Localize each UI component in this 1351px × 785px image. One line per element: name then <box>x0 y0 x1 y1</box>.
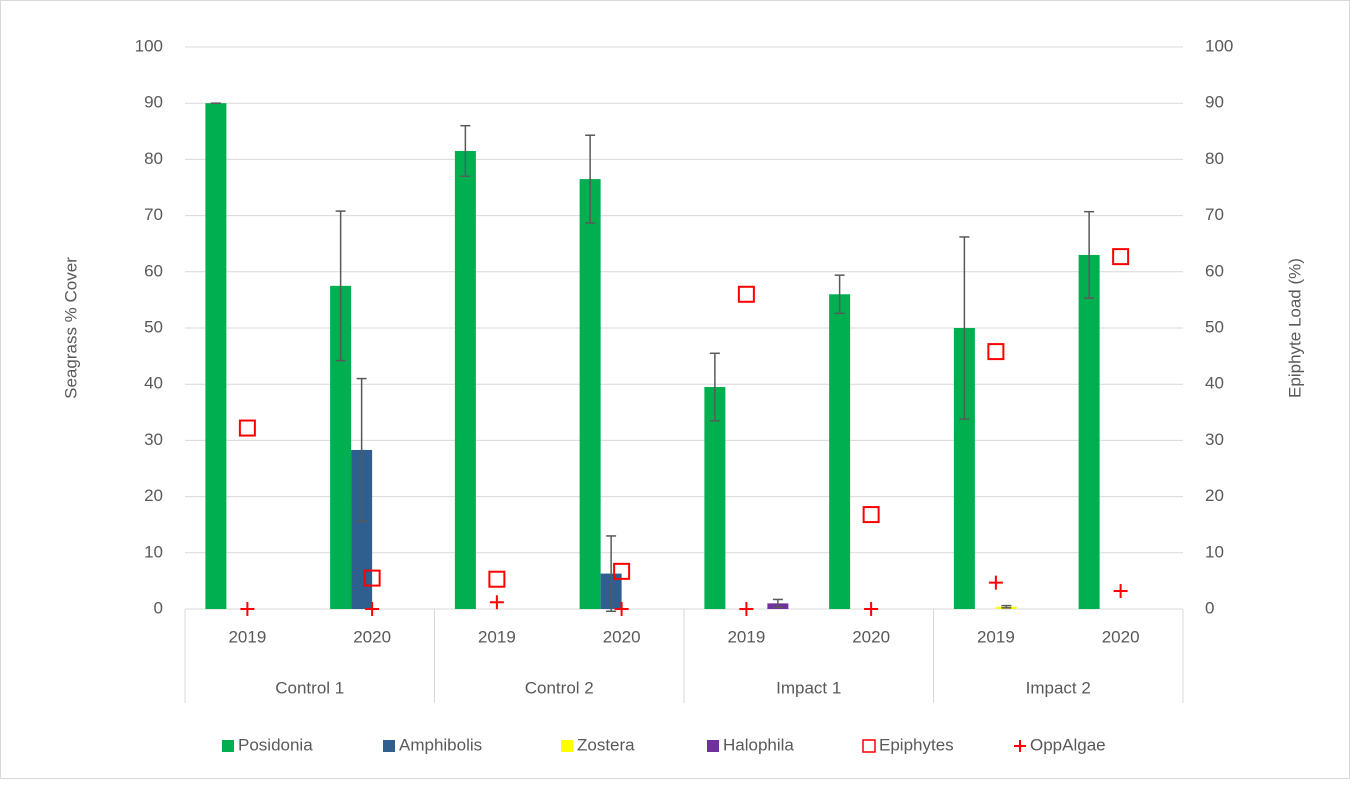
error-bar <box>709 352 720 422</box>
bar <box>330 285 352 609</box>
y2-tick-label: 10 <box>1205 542 1224 561</box>
group-label: Impact 2 <box>1026 678 1091 697</box>
algae-marker <box>988 575 1003 590</box>
epiphyte-marker <box>1112 248 1130 266</box>
group-label: Control 2 <box>525 678 594 697</box>
y2-tick-label: 20 <box>1205 486 1224 505</box>
epiphyte-marker <box>238 419 256 437</box>
y2-tick-label: 50 <box>1205 317 1224 336</box>
y2-tick-label: 80 <box>1205 149 1224 168</box>
bar <box>205 103 227 609</box>
y2-axis-label: Epiphyte Load (%) <box>1285 258 1304 398</box>
bar <box>829 294 851 609</box>
x-tick-label: 2020 <box>852 627 890 646</box>
algae-marker <box>864 602 879 616</box>
epiphyte-marker <box>613 562 631 580</box>
error-bar <box>772 598 783 609</box>
algae-marker <box>614 602 629 616</box>
error-bar <box>959 236 970 420</box>
bar <box>1078 254 1100 609</box>
error-bar <box>1001 604 1012 609</box>
algae-marker <box>489 595 504 610</box>
legend-label: Amphibolis <box>399 735 482 754</box>
legend-swatch <box>383 740 395 752</box>
x-tick-label: 2020 <box>353 627 391 646</box>
x-tick-label: 2019 <box>977 627 1015 646</box>
epiphyte-marker <box>987 343 1005 361</box>
group-label: Control 1 <box>275 678 344 697</box>
y2-tick-label: 30 <box>1205 430 1224 449</box>
bar <box>351 449 373 609</box>
x-tick-label: 2019 <box>478 627 516 646</box>
y-tick-label: 60 <box>144 261 163 280</box>
legend-label: Epiphytes <box>879 735 954 754</box>
legend-swatch <box>561 740 573 752</box>
legend-swatch <box>222 740 234 752</box>
algae-marker <box>240 602 255 616</box>
error-bar <box>585 134 596 224</box>
epiphyte-marker <box>862 506 880 524</box>
x-tick-label: 2020 <box>1102 627 1140 646</box>
legend-label: Zostera <box>577 735 635 754</box>
algae-marker <box>365 602 380 616</box>
y2-tick-label: 100 <box>1205 36 1233 55</box>
x-tick-label: 2019 <box>228 627 266 646</box>
algae-marker <box>1113 584 1128 599</box>
y-tick-label: 90 <box>144 93 163 112</box>
y-tick-label: 10 <box>144 542 163 561</box>
epiphyte-marker <box>363 569 381 587</box>
error-bar <box>834 274 845 315</box>
y-tick-label: 100 <box>135 36 163 55</box>
algae-marker <box>739 602 754 616</box>
bar <box>454 150 476 609</box>
legend-swatch <box>1014 740 1026 752</box>
x-tick-label: 2020 <box>603 627 641 646</box>
epiphyte-marker <box>488 570 506 588</box>
y2-tick-label: 90 <box>1205 93 1224 112</box>
legend-label: Posidonia <box>238 735 313 754</box>
bar <box>704 387 726 609</box>
x-tick-label: 2019 <box>727 627 765 646</box>
y-tick-label: 80 <box>144 149 163 168</box>
error-bar <box>460 124 471 178</box>
legend-label: OppAlgae <box>1030 735 1106 754</box>
bar <box>579 179 601 609</box>
y-tick-label: 0 <box>154 598 163 617</box>
error-bar <box>356 377 367 523</box>
legend-label: Halophila <box>723 735 794 754</box>
legend-swatch <box>862 739 876 753</box>
y2-tick-label: 60 <box>1205 261 1224 280</box>
group-label: Impact 1 <box>776 678 841 697</box>
y-axis-label: Seagrass % Cover <box>61 257 80 399</box>
bar <box>953 328 975 609</box>
y2-tick-label: 70 <box>1205 205 1224 224</box>
y2-tick-label: 0 <box>1205 598 1214 617</box>
y-tick-label: 50 <box>144 317 163 336</box>
error-bar <box>335 210 346 362</box>
y-tick-label: 20 <box>144 486 163 505</box>
y-tick-label: 30 <box>144 430 163 449</box>
y2-tick-label: 40 <box>1205 374 1224 393</box>
y-tick-label: 40 <box>144 374 163 393</box>
y-tick-label: 70 <box>144 205 163 224</box>
legend-swatch <box>707 740 719 752</box>
error-bar <box>606 535 617 612</box>
epiphyte-marker <box>737 285 755 303</box>
error-bar <box>1084 210 1095 299</box>
